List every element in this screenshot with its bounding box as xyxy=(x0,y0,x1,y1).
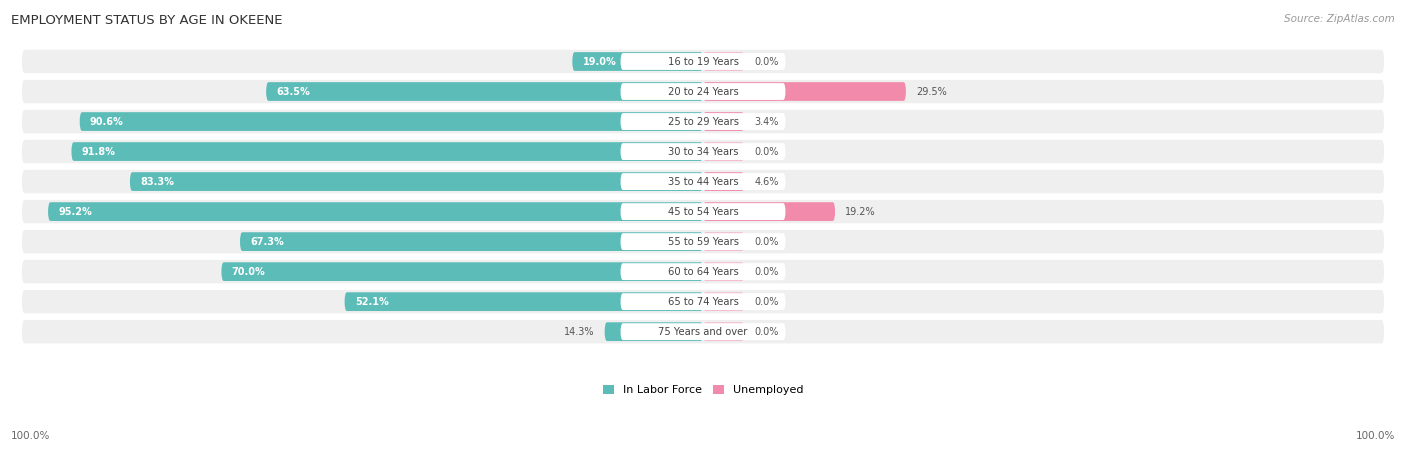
Text: 29.5%: 29.5% xyxy=(917,86,948,97)
FancyBboxPatch shape xyxy=(703,292,744,311)
FancyBboxPatch shape xyxy=(344,292,703,311)
FancyBboxPatch shape xyxy=(703,82,905,101)
FancyBboxPatch shape xyxy=(620,143,786,160)
FancyBboxPatch shape xyxy=(703,232,744,251)
Text: 3.4%: 3.4% xyxy=(755,117,779,126)
FancyBboxPatch shape xyxy=(620,83,786,100)
FancyBboxPatch shape xyxy=(22,80,1384,103)
Text: 19.2%: 19.2% xyxy=(845,207,876,216)
Text: 4.6%: 4.6% xyxy=(755,176,779,187)
FancyBboxPatch shape xyxy=(703,322,744,341)
Text: 52.1%: 52.1% xyxy=(354,297,388,306)
Text: 65 to 74 Years: 65 to 74 Years xyxy=(668,297,738,306)
Text: 0.0%: 0.0% xyxy=(755,237,779,247)
Text: 14.3%: 14.3% xyxy=(564,327,595,337)
Text: 91.8%: 91.8% xyxy=(82,147,115,157)
FancyBboxPatch shape xyxy=(22,110,1384,133)
FancyBboxPatch shape xyxy=(240,232,703,251)
FancyBboxPatch shape xyxy=(620,53,786,70)
Text: Source: ZipAtlas.com: Source: ZipAtlas.com xyxy=(1284,14,1395,23)
FancyBboxPatch shape xyxy=(620,173,786,190)
FancyBboxPatch shape xyxy=(129,172,703,191)
FancyBboxPatch shape xyxy=(221,262,703,281)
FancyBboxPatch shape xyxy=(703,52,744,71)
FancyBboxPatch shape xyxy=(703,172,744,191)
Text: 0.0%: 0.0% xyxy=(755,327,779,337)
FancyBboxPatch shape xyxy=(22,200,1384,223)
FancyBboxPatch shape xyxy=(266,82,703,101)
FancyBboxPatch shape xyxy=(703,202,835,221)
Text: 100.0%: 100.0% xyxy=(1355,431,1395,441)
Text: 19.0%: 19.0% xyxy=(582,57,616,67)
Text: 67.3%: 67.3% xyxy=(250,237,284,247)
FancyBboxPatch shape xyxy=(703,262,744,281)
FancyBboxPatch shape xyxy=(620,203,786,220)
Text: 0.0%: 0.0% xyxy=(755,267,779,277)
Text: 83.3%: 83.3% xyxy=(141,176,174,187)
Text: 16 to 19 Years: 16 to 19 Years xyxy=(668,57,738,67)
FancyBboxPatch shape xyxy=(605,322,703,341)
Text: 100.0%: 100.0% xyxy=(11,431,51,441)
Text: 90.6%: 90.6% xyxy=(90,117,124,126)
Text: 25 to 29 Years: 25 to 29 Years xyxy=(668,117,738,126)
FancyBboxPatch shape xyxy=(22,320,1384,343)
FancyBboxPatch shape xyxy=(22,290,1384,313)
FancyBboxPatch shape xyxy=(620,263,786,280)
Text: 0.0%: 0.0% xyxy=(755,297,779,306)
FancyBboxPatch shape xyxy=(703,112,744,131)
Text: 20 to 24 Years: 20 to 24 Years xyxy=(668,86,738,97)
Text: 60 to 64 Years: 60 to 64 Years xyxy=(668,267,738,277)
FancyBboxPatch shape xyxy=(48,202,703,221)
Text: 95.2%: 95.2% xyxy=(58,207,93,216)
FancyBboxPatch shape xyxy=(22,230,1384,253)
Text: 35 to 44 Years: 35 to 44 Years xyxy=(668,176,738,187)
FancyBboxPatch shape xyxy=(22,140,1384,163)
Text: 0.0%: 0.0% xyxy=(755,57,779,67)
FancyBboxPatch shape xyxy=(22,260,1384,284)
Text: 75 Years and over: 75 Years and over xyxy=(658,327,748,337)
Legend: In Labor Force, Unemployed: In Labor Force, Unemployed xyxy=(603,385,803,395)
FancyBboxPatch shape xyxy=(22,170,1384,194)
Text: 30 to 34 Years: 30 to 34 Years xyxy=(668,147,738,157)
FancyBboxPatch shape xyxy=(703,142,744,161)
Text: 55 to 59 Years: 55 to 59 Years xyxy=(668,237,738,247)
Text: 45 to 54 Years: 45 to 54 Years xyxy=(668,207,738,216)
Text: 63.5%: 63.5% xyxy=(277,86,311,97)
Text: EMPLOYMENT STATUS BY AGE IN OKEENE: EMPLOYMENT STATUS BY AGE IN OKEENE xyxy=(11,14,283,27)
FancyBboxPatch shape xyxy=(620,293,786,310)
FancyBboxPatch shape xyxy=(22,50,1384,73)
FancyBboxPatch shape xyxy=(620,233,786,250)
FancyBboxPatch shape xyxy=(620,323,786,340)
FancyBboxPatch shape xyxy=(620,113,786,130)
FancyBboxPatch shape xyxy=(72,142,703,161)
Text: 70.0%: 70.0% xyxy=(232,267,266,277)
FancyBboxPatch shape xyxy=(572,52,703,71)
Text: 0.0%: 0.0% xyxy=(755,147,779,157)
FancyBboxPatch shape xyxy=(80,112,703,131)
